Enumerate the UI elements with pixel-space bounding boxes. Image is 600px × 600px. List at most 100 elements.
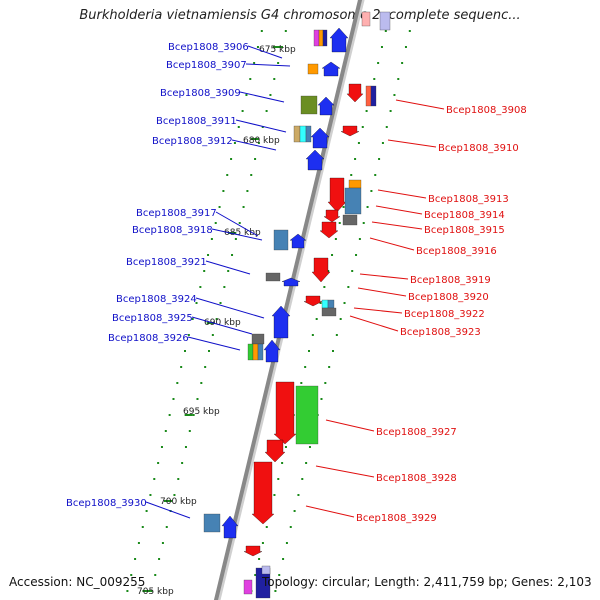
track-dot — [308, 446, 311, 448]
track-dot — [260, 30, 263, 32]
gene-label-right: Bcep1808_3927 — [376, 427, 457, 438]
cog-box — [321, 299, 329, 309]
track-dot — [172, 398, 175, 400]
leader-line — [375, 205, 423, 215]
track-dot — [311, 334, 314, 336]
track-dot — [165, 526, 168, 528]
cog-box — [247, 343, 254, 361]
track-dot — [300, 382, 303, 384]
cog-box — [370, 85, 377, 107]
cog-box — [342, 214, 358, 226]
leader-line — [235, 119, 287, 133]
track-dot — [327, 270, 330, 272]
track-dot — [253, 62, 256, 64]
gene-arrow — [323, 209, 341, 223]
track-dot — [357, 142, 360, 144]
track-dot — [223, 286, 226, 288]
track-dot — [191, 318, 194, 320]
gene-arrow — [311, 257, 331, 283]
cog-box — [322, 29, 328, 47]
track-dot — [215, 318, 218, 320]
track-dot — [331, 254, 334, 256]
track-dot — [200, 382, 203, 384]
leader-line — [357, 287, 407, 297]
track-dot — [285, 542, 288, 544]
gene-label-right: Bcep1808_3916 — [416, 246, 497, 257]
track-dot — [370, 190, 373, 192]
leader-line — [349, 315, 399, 332]
track-dot — [237, 126, 240, 128]
track-dot — [150, 590, 153, 592]
track-dot — [269, 94, 272, 96]
track-dot — [181, 462, 184, 464]
cog-box — [348, 179, 362, 189]
gene-label-left: Bcep1808_3918 — [132, 225, 213, 236]
track-dot — [380, 46, 383, 48]
leader-line — [239, 91, 285, 103]
gene-arrow — [321, 61, 341, 77]
track-dot — [173, 494, 176, 496]
track-dot — [188, 430, 191, 432]
kbp-tick-label: 695 kbp — [183, 407, 220, 417]
kbp-tick-label: 685 kbp — [224, 228, 261, 238]
track-dot — [408, 30, 411, 32]
track-dot — [207, 254, 210, 256]
gene-arrow — [264, 439, 286, 463]
track-dot — [257, 142, 260, 144]
cog-box — [361, 11, 371, 27]
leader-line — [305, 505, 355, 518]
gene-arrow — [251, 461, 275, 525]
gene-arrow — [271, 305, 291, 339]
track-dot — [343, 302, 346, 304]
gene-label-left: Bcep1808_3924 — [116, 294, 197, 305]
track-dot — [164, 430, 167, 432]
track-dot — [315, 318, 318, 320]
track-dot — [196, 398, 199, 400]
gene-label-left: Bcep1808_3907 — [166, 60, 247, 71]
leader-line — [145, 501, 191, 519]
track-dot — [284, 446, 287, 448]
track-dot — [222, 190, 225, 192]
track-dot — [377, 62, 380, 64]
track-dot — [284, 30, 287, 32]
track-dot — [339, 318, 342, 320]
cog-box — [300, 95, 318, 115]
track-dot — [265, 110, 268, 112]
cog-box — [307, 63, 319, 75]
leader-line — [359, 273, 409, 280]
track-dot — [282, 558, 285, 560]
track-dot — [168, 414, 171, 416]
leader-line — [245, 63, 291, 67]
track-dot — [160, 446, 163, 448]
kbp-tick — [142, 590, 151, 592]
gene-arrow — [319, 221, 339, 239]
cog-box — [379, 11, 391, 31]
kbp-tick-label: 680 kbp — [243, 136, 280, 146]
track-dot — [126, 590, 129, 592]
track-dot — [347, 286, 350, 288]
cog-box — [321, 307, 337, 317]
gene-label-right: Bcep1808_3913 — [428, 194, 509, 205]
track-dot — [361, 126, 364, 128]
cog-box — [365, 85, 372, 107]
gene-arrow — [317, 96, 335, 116]
leader-line — [325, 419, 375, 432]
track-dot — [199, 286, 202, 288]
track-dot — [319, 302, 322, 304]
cog-box — [299, 125, 307, 143]
track-dot — [404, 46, 407, 48]
track-dot — [137, 542, 140, 544]
track-dot — [218, 206, 221, 208]
gene-arrow — [243, 545, 263, 557]
cog-box — [318, 29, 324, 47]
gene-label-left: Bcep1808_3930 — [66, 498, 147, 509]
track-dot — [328, 366, 331, 368]
track-dot — [134, 558, 137, 560]
leader-line — [387, 139, 437, 148]
cog-box — [203, 513, 221, 533]
track-dot — [320, 398, 323, 400]
cog-box — [295, 385, 319, 445]
track-dot — [397, 78, 400, 80]
track-dot — [233, 142, 236, 144]
